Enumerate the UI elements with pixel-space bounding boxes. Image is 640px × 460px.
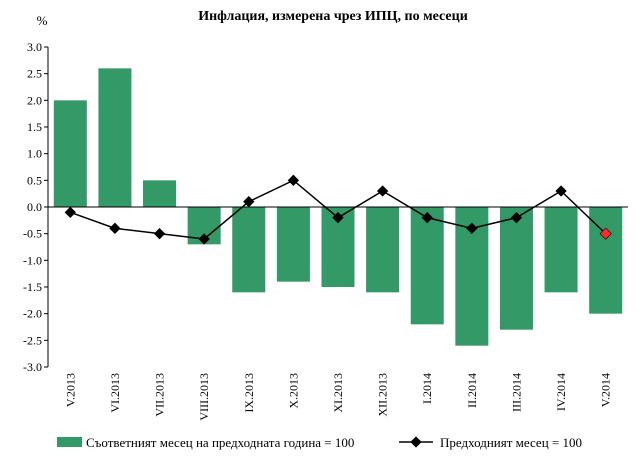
line-point — [153, 228, 166, 240]
y-axis-unit: % — [37, 13, 48, 28]
x-tick-label: I.2014 — [420, 373, 434, 404]
legend-label-bar: Съответният месец на предходната година … — [86, 435, 354, 450]
y-tick-label: -2.0 — [23, 307, 42, 321]
y-tick-label: 0.0 — [27, 200, 42, 214]
bar — [544, 207, 578, 293]
x-tick-label: III.2014 — [509, 373, 523, 412]
line-point — [287, 174, 300, 186]
y-tick-label: 0.5 — [27, 173, 42, 187]
y-tick-label: 2.0 — [27, 93, 42, 107]
y-tick-label: -2.5 — [23, 333, 42, 347]
x-tick-label: IX.2013 — [242, 373, 256, 413]
line-point — [510, 212, 523, 224]
x-tick-label: XII.2013 — [376, 373, 390, 417]
legend: Съответният месец на предходната година … — [57, 435, 582, 450]
bar — [232, 207, 266, 293]
y-tick-label: 2.5 — [27, 67, 42, 81]
legend-swatch-bar — [57, 437, 82, 447]
x-tick-label: VIII.2013 — [197, 373, 211, 421]
bar — [53, 100, 87, 207]
x-tick-label: XI.2013 — [331, 373, 345, 413]
x-tick-label: VI.2013 — [108, 373, 122, 413]
legend-diamond-marker — [410, 436, 422, 448]
y-tick-label: 1.5 — [27, 120, 42, 134]
y-tick-label: -1.0 — [23, 253, 42, 267]
line-point — [466, 222, 478, 234]
bar — [276, 207, 310, 282]
bar — [143, 180, 177, 207]
line-point — [376, 185, 389, 197]
line-point — [243, 196, 255, 208]
line-point — [421, 212, 433, 224]
y-tick-label: -1.5 — [23, 280, 42, 294]
y-tick-label: 3.0 — [27, 40, 42, 54]
x-tick-label: V.2014 — [599, 373, 613, 407]
line-point — [64, 206, 76, 218]
line-point — [109, 222, 121, 234]
y-tick-label: 1.0 — [27, 147, 42, 161]
bar — [499, 207, 533, 330]
legend-label-line: Предходният месец = 100 — [440, 435, 582, 450]
bar — [366, 207, 400, 293]
line-point — [198, 233, 210, 245]
line-point — [332, 212, 344, 224]
line-point-highlighted — [599, 227, 612, 240]
x-tick-label: II.2014 — [465, 373, 479, 408]
y-axis-ticks: 3.0 2.5 2.0 1.5 1.0 0.5 0.0 -0.5 -1.0 -1.5 -2.0 -2.… — [23, 40, 48, 374]
x-tick-label: VII.2013 — [153, 373, 167, 417]
x-tick-label: X.2013 — [286, 373, 300, 409]
x-axis-labels: V.2013 VI.2013 VII.2013 VIII.2013 IX.2013 X.2… — [63, 373, 612, 421]
y-tick-label: -3.0 — [23, 360, 42, 374]
x-tick-label: V.2013 — [63, 373, 77, 407]
chart-title: Инфлация, измерена чрез ИПЦ, по месеци — [198, 9, 468, 24]
x-tick-label: IV.2014 — [554, 373, 568, 411]
bar — [98, 68, 132, 207]
line-series — [64, 174, 612, 245]
bar — [589, 207, 623, 314]
line-point — [555, 185, 567, 197]
y-tick-label: -0.5 — [23, 227, 42, 241]
bar — [410, 207, 444, 325]
